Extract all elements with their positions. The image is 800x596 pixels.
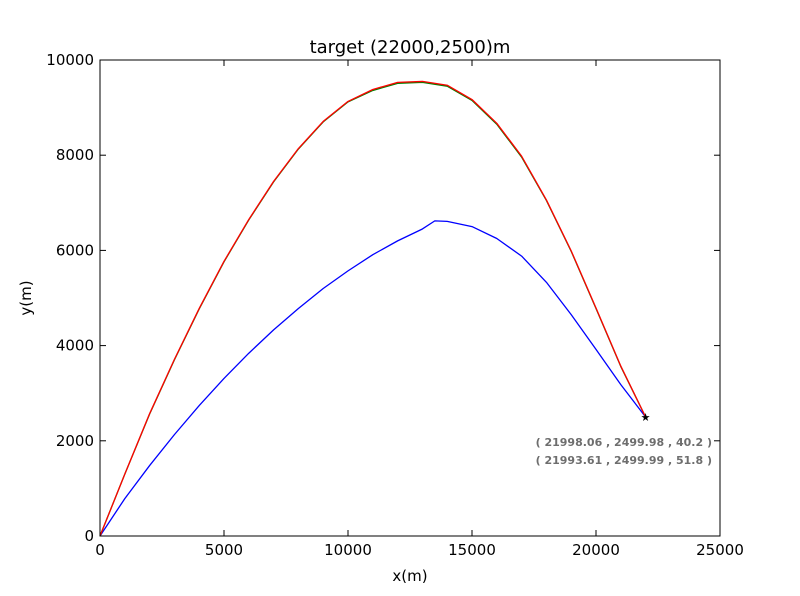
x-tick-label: 15000 bbox=[448, 541, 496, 559]
y-tick-label: 8000 bbox=[56, 146, 94, 164]
result-annotation: ( 21993.61 , 2499.99 , 51.8 ) bbox=[536, 454, 712, 467]
x-tick-label: 5000 bbox=[205, 541, 243, 559]
target-star-marker: ★ bbox=[641, 411, 651, 424]
chart-title: target (22000,2500)m bbox=[310, 37, 511, 58]
y-tick-label: 2000 bbox=[56, 432, 94, 450]
x-tick-label: 25000 bbox=[696, 541, 744, 559]
x-tick-label: 0 bbox=[95, 541, 105, 559]
y-tick-label: 4000 bbox=[56, 337, 94, 355]
y-tick-label: 0 bbox=[84, 527, 94, 545]
series-line-2 bbox=[99, 80, 647, 537]
y-tick-label: 10000 bbox=[46, 51, 94, 69]
result-annotation: ( 21998.06 , 2499.98 , 40.2 ) bbox=[536, 436, 712, 449]
x-tick-label: 10000 bbox=[324, 541, 372, 559]
series-line-1 bbox=[99, 81, 647, 537]
plot-area: 0 5000 10000 15000 20000 25000 0 2000 4000 6000 80… bbox=[46, 51, 744, 559]
x-tick-label: 20000 bbox=[572, 541, 620, 559]
y-tick-label: 6000 bbox=[56, 241, 94, 259]
x-axis-label: x(m) bbox=[392, 567, 427, 585]
series-line-0 bbox=[99, 220, 647, 537]
y-axis-label: y(m) bbox=[17, 280, 35, 315]
plot-frame bbox=[99, 59, 721, 537]
